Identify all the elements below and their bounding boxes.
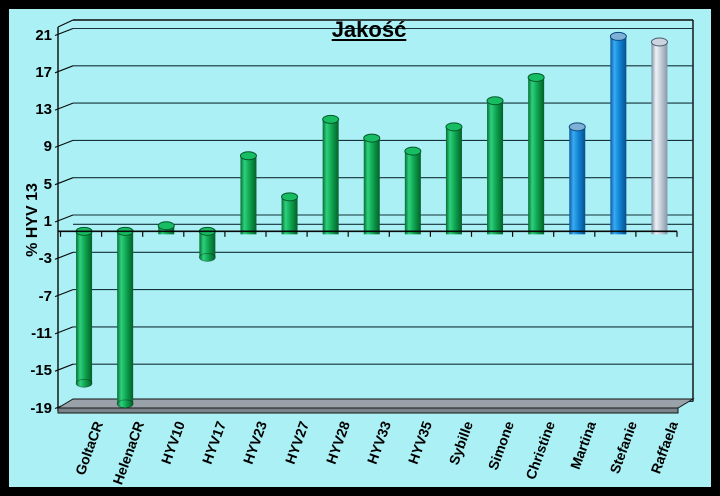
bar-hyv28 xyxy=(322,114,340,235)
y-tick-label: 9 xyxy=(43,138,52,156)
bar-top-cap xyxy=(445,122,463,132)
y-tick-label: 13 xyxy=(35,101,52,119)
bar-top-cap xyxy=(650,37,668,47)
wall-corner-edge xyxy=(57,19,74,28)
bar-hyv10 xyxy=(157,221,175,235)
bar-body xyxy=(487,100,504,235)
bar-top-cap xyxy=(281,192,299,202)
bar-top-cap xyxy=(157,221,175,231)
y-tick-label: -3 xyxy=(38,250,52,268)
bar-raffaela xyxy=(650,37,668,235)
bar-top-cap xyxy=(404,146,422,156)
bar-body xyxy=(651,42,668,235)
bar-body xyxy=(240,155,257,235)
bar-body xyxy=(363,138,380,235)
bar-bottom-cap xyxy=(116,399,134,409)
bar-simone xyxy=(486,96,504,235)
bar-top-cap xyxy=(363,133,381,143)
bar-body xyxy=(281,196,298,235)
bar-body xyxy=(76,231,93,384)
bar-hyv23 xyxy=(239,151,257,235)
bar-top-cap xyxy=(322,114,340,124)
bar-hyv33 xyxy=(363,133,381,235)
bar-top-cap xyxy=(486,96,504,106)
chart-title: Jakość xyxy=(331,17,407,42)
y-tick-label: -19 xyxy=(30,399,52,417)
bar-body xyxy=(404,151,421,235)
bar-top-cap xyxy=(609,31,627,41)
bar-body xyxy=(117,231,134,404)
y-tick-label: -15 xyxy=(30,362,52,380)
bar-body xyxy=(610,36,627,235)
bar-body xyxy=(322,119,339,235)
y-tick-label: -11 xyxy=(31,324,52,342)
bar-goltacr xyxy=(75,226,93,388)
bar-christine xyxy=(527,72,545,235)
bar-top-cap xyxy=(568,122,586,132)
y-tick-label: 21 xyxy=(35,26,52,44)
floor-top-face xyxy=(56,398,695,409)
bar-hyv35 xyxy=(404,146,422,235)
y-tick-label: -7 xyxy=(38,287,52,305)
bar-body xyxy=(528,77,545,235)
bar-body xyxy=(445,126,462,235)
bar-top-cap xyxy=(527,72,545,82)
bar-hyv27 xyxy=(281,192,299,235)
bar-sybille xyxy=(445,122,463,235)
bar-body xyxy=(569,126,586,235)
floor-front-face xyxy=(57,407,679,414)
bar-bottom-cap xyxy=(198,253,216,262)
bar-bottom-cap xyxy=(75,378,93,388)
bar-top-cap xyxy=(239,151,257,161)
bar-stefanie xyxy=(609,31,627,235)
bar-helenacr xyxy=(116,226,134,409)
y-tick-label: 5 xyxy=(43,175,52,193)
y-tick-label: 1 xyxy=(43,213,52,230)
bar-body xyxy=(199,231,216,258)
y-tick-label: 17 xyxy=(35,63,52,81)
bar-hyv17 xyxy=(198,226,216,262)
bar-martina xyxy=(568,122,586,235)
